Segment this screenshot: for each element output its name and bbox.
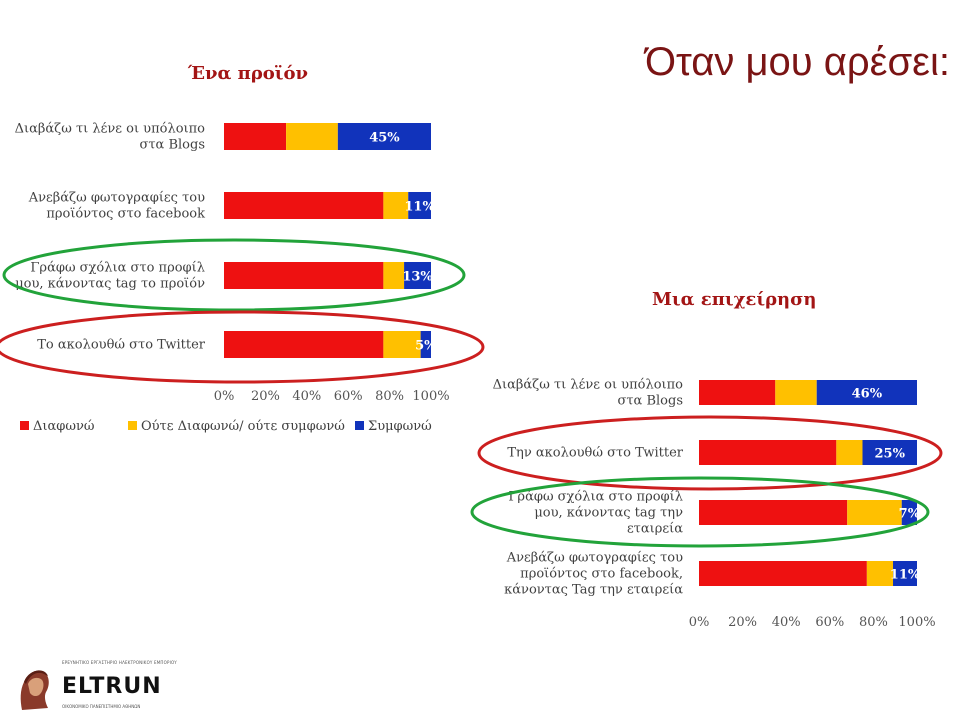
- company-category-label-0-line-0: Διαβάζω τι λένε οι υπόλοιπο: [493, 378, 684, 393]
- product-category-label-0-line-1: στα Blogs: [139, 138, 205, 153]
- company-category-label-2-line-0: Γράφω σχόλια στο προφίλ: [508, 490, 683, 505]
- product-x-tick-0: 0%: [214, 389, 235, 404]
- product-bar-0-series-1: [286, 123, 338, 150]
- product-bar-0-series-0: [224, 123, 287, 150]
- chart-title-company: Μια επιχείρηση: [652, 289, 817, 310]
- product-data-label-3: 5%: [415, 339, 437, 354]
- company-data-label-2: 7%: [899, 507, 921, 522]
- legend-swatch-neutral: [128, 421, 137, 430]
- product-x-tick-1: 20%: [251, 389, 280, 404]
- product-x-tick-4: 80%: [375, 389, 404, 404]
- logo-name: ELTRUN: [62, 674, 162, 699]
- logo-tagline-top: ΕΡΕΥΝΗΤΙΚΟ ΕΡΓΑΣΤΗΡΙΟ ΗΛΕΚΤΡΟΝΙΚΟΥ ΕΜΠΟΡ…: [62, 660, 177, 665]
- product-bar-1-series-1: [383, 192, 409, 219]
- company-bar-3-series-1: [866, 561, 894, 586]
- company-bar-0-series-2: [816, 380, 917, 405]
- product-category-label-3-line-0: Το ακολουθώ στο Twitter: [37, 338, 206, 353]
- product-bar-3-series-1: [383, 331, 421, 358]
- company-category-label-3-line-1: προϊόντος στο facebook,: [520, 567, 683, 582]
- company-category-label-3-line-0: Ανεβάζω φωτογραφίες του: [506, 551, 683, 566]
- legend-label-agree: Συμφωνώ: [368, 419, 432, 434]
- product-bar-3-series-2: [420, 331, 431, 358]
- legend-swatch-disagree: [20, 421, 29, 430]
- company-x-tick-3: 60%: [815, 615, 844, 630]
- company-category-label-2-line-1: μου, κάνοντας tag την: [534, 506, 683, 521]
- logo-tagline-bottom: ΟΙΚΟΝΟΜΙΚΟ ΠΑΝΕΠΙΣΤΗΜΙΟ ΑΘΗΝΩΝ: [62, 704, 141, 709]
- company-highlight-ellipse-green: [470, 476, 930, 548]
- company-x-tick-4: 80%: [859, 615, 888, 630]
- company-category-label-3-line-2: κάνοντας Tag την εταιρεία: [504, 583, 683, 598]
- chart-title-product: Ένα προϊόν: [188, 63, 309, 84]
- product-data-label-1: 11%: [404, 200, 435, 215]
- product-bar-1-series-2: [408, 192, 431, 219]
- company-bar-3-series-0: [699, 561, 867, 586]
- eltrun-logo: ΕΡΕΥΝΗΤΙΚΟ ΕΡΓΑΣΤΗΡΙΟ ΗΛΕΚΤΡΟΝΙΚΟΥ ΕΜΠΟΡ…: [12, 660, 177, 716]
- company-bar-0-series-0: [699, 380, 776, 405]
- company-bar-3-series-2: [893, 561, 917, 586]
- company-category-label-1-line-0: Την ακολουθώ στο Twitter: [507, 446, 683, 461]
- company-highlight-ellipse-red: [477, 415, 943, 491]
- athena-head-icon: [20, 670, 49, 710]
- product-bar-2-series-2: [404, 262, 431, 289]
- product-bar-0-series-2: [337, 123, 431, 150]
- product-category-label-2-line-1: μου, κάνοντας tag το προϊόν: [15, 277, 205, 292]
- legend-label-neutral: Ούτε Διαφωνώ/ ούτε συμφωνώ: [141, 419, 345, 434]
- company-bar-1-series-1: [836, 440, 863, 465]
- company-x-tick-1: 20%: [728, 615, 757, 630]
- product-data-label-0: 45%: [369, 131, 400, 146]
- slide-title: Όταν μου αρέσει:: [645, 40, 950, 84]
- product-bar-2-series-0: [224, 262, 384, 289]
- company-bar-2-series-1: [847, 500, 902, 525]
- product-category-label-0-line-0: Διαβάζω τι λένε οι υπόλοιπο: [15, 122, 206, 137]
- company-bar-0-series-1: [775, 380, 817, 405]
- company-x-tick-5: 100%: [898, 615, 935, 630]
- product-category-label-2-line-0: Γράφω σχόλια στο προφίλ: [30, 261, 205, 276]
- company-bar-1-series-2: [862, 440, 917, 465]
- company-category-label-0-line-1: στα Blogs: [617, 394, 683, 409]
- product-x-tick-5: 100%: [412, 389, 449, 404]
- company-x-tick-0: 0%: [689, 615, 710, 630]
- product-highlight-ellipse-green: [2, 238, 466, 312]
- company-data-label-3: 11%: [890, 568, 921, 583]
- company-category-label-2-line-2: εταιρεία: [627, 522, 683, 537]
- company-data-label-1: 25%: [875, 447, 906, 462]
- legend-label-disagree: Διαφωνώ: [33, 419, 94, 434]
- product-category-label-1-line-0: Ανεβάζω φωτογραφίες του: [28, 191, 205, 206]
- company-data-label-0: 46%: [852, 387, 883, 402]
- product-bar-2-series-1: [383, 262, 405, 289]
- company-x-tick-2: 40%: [772, 615, 801, 630]
- company-bar-2-series-0: [699, 500, 848, 525]
- product-category-label-1-line-1: προϊόντος στο facebook: [46, 207, 205, 222]
- legend-swatch-agree: [355, 421, 364, 430]
- product-x-tick-3: 60%: [334, 389, 363, 404]
- product-x-tick-2: 40%: [292, 389, 321, 404]
- company-bar-2-series-2: [901, 500, 917, 525]
- product-data-label-2: 13%: [402, 270, 433, 285]
- product-bar-3-series-0: [224, 331, 384, 358]
- product-bar-1-series-0: [224, 192, 384, 219]
- product-highlight-ellipse-red: [0, 310, 485, 384]
- company-bar-1-series-0: [699, 440, 837, 465]
